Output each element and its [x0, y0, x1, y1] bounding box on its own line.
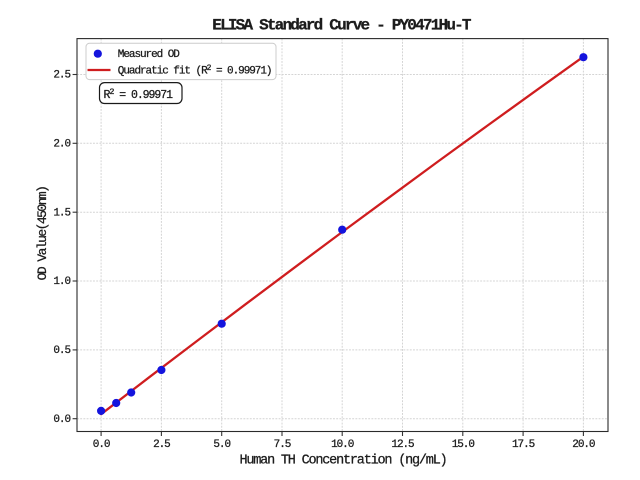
svg-text:5.0: 5.0	[213, 439, 230, 451]
svg-text:7.5: 7.5	[274, 439, 291, 451]
svg-text:2.5: 2.5	[153, 439, 170, 451]
svg-text:Human TH Concentration (ng/mL): Human TH Concentration (ng/mL)	[239, 454, 446, 469]
svg-text:OD Value(450nm): OD Value(450nm)	[35, 187, 50, 281]
svg-text:20.0: 20.0	[572, 439, 595, 451]
svg-text:17.5: 17.5	[512, 439, 535, 451]
svg-text:2.5: 2.5	[53, 70, 70, 82]
svg-text:2.0: 2.0	[53, 139, 70, 151]
svg-text:Measured OD: Measured OD	[118, 49, 181, 61]
svg-text:0.5: 0.5	[53, 345, 70, 357]
svg-text:1.0: 1.0	[53, 276, 70, 288]
svg-text:R2 = 0.99971: R2 = 0.99971	[104, 87, 174, 102]
svg-text:ELISA Standard Curve - PY0471H: ELISA Standard Curve - PY0471Hu-T	[212, 17, 472, 35]
svg-text:0.0: 0.0	[53, 414, 70, 426]
svg-text:12.5: 12.5	[391, 439, 414, 451]
svg-text:15.0: 15.0	[452, 439, 475, 451]
svg-text:Quadratic fit (R2 = 0.99971): Quadratic fit (R2 = 0.99971)	[118, 64, 272, 78]
svg-text:1.5: 1.5	[53, 207, 70, 219]
svg-text:10.0: 10.0	[331, 439, 354, 451]
svg-text:0.0: 0.0	[93, 439, 110, 451]
